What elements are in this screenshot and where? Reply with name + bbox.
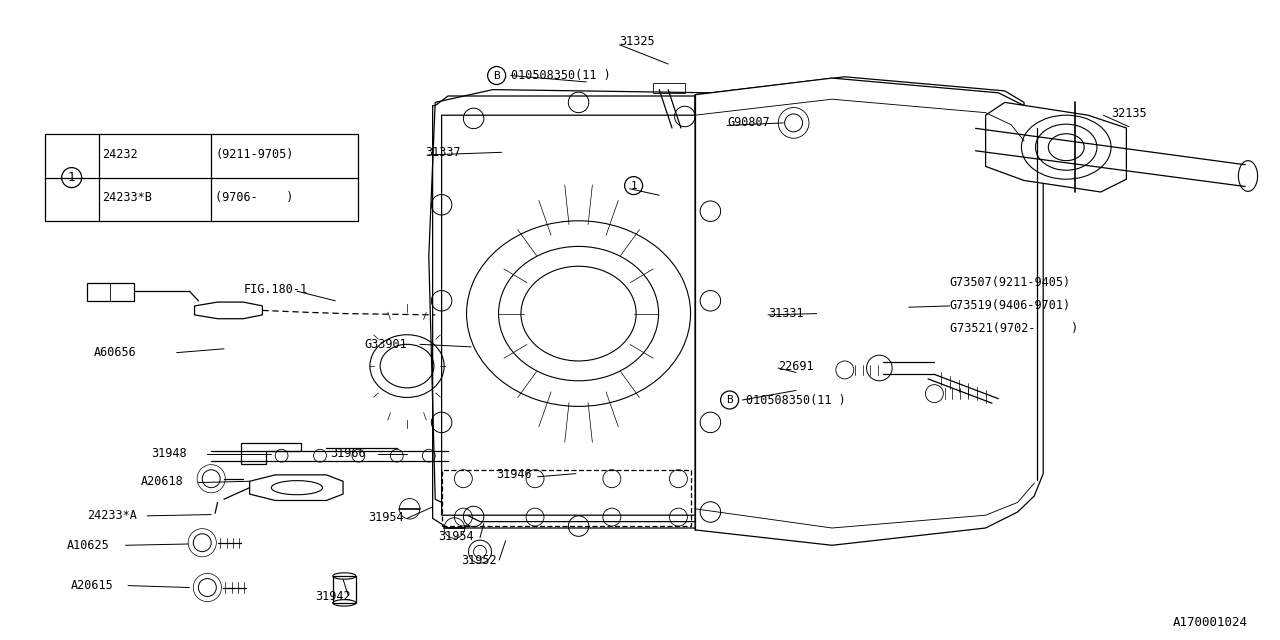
Text: 31946: 31946 [497, 468, 532, 481]
Text: A20615: A20615 [70, 579, 113, 592]
Text: G33901: G33901 [365, 338, 407, 351]
Text: 24233*A: 24233*A [87, 509, 137, 522]
Polygon shape [442, 115, 713, 515]
Text: (9706-    ): (9706- ) [215, 191, 293, 204]
Text: 32135: 32135 [1111, 108, 1147, 120]
Text: 22691: 22691 [778, 360, 814, 372]
Text: 31966: 31966 [330, 447, 366, 460]
Text: 31325: 31325 [620, 35, 655, 48]
Text: 31954: 31954 [369, 511, 404, 524]
Text: G73519(9406-9701): G73519(9406-9701) [950, 300, 1071, 312]
Text: (9211-9705): (9211-9705) [215, 148, 293, 161]
Polygon shape [429, 90, 723, 522]
Text: B: B [493, 70, 500, 81]
Text: 31948: 31948 [151, 447, 187, 460]
Text: G73521(9702-     ): G73521(9702- ) [950, 323, 1078, 335]
Text: 31952: 31952 [461, 554, 497, 566]
Text: 010508350(11 ): 010508350(11 ) [511, 69, 611, 82]
Text: FIG.180-1: FIG.180-1 [243, 283, 307, 296]
Text: 31337: 31337 [425, 146, 461, 159]
Text: 1: 1 [630, 180, 637, 191]
Text: A10625: A10625 [67, 539, 109, 552]
Text: 31942: 31942 [315, 590, 351, 603]
Polygon shape [986, 102, 1126, 192]
Polygon shape [695, 77, 1024, 128]
Text: 1: 1 [68, 171, 76, 184]
Text: B: B [726, 395, 733, 405]
Text: 24233*B: 24233*B [102, 191, 152, 204]
Text: 010508350(11 ): 010508350(11 ) [746, 394, 846, 406]
Text: A60656: A60656 [93, 346, 136, 359]
Text: G73507(9211-9405): G73507(9211-9405) [950, 276, 1071, 289]
Text: A170001024: A170001024 [1172, 616, 1248, 628]
Text: A20618: A20618 [141, 475, 183, 488]
Text: 31954: 31954 [438, 530, 474, 543]
Bar [45, 134, 358, 221]
Polygon shape [695, 78, 1043, 545]
Text: 31331: 31331 [768, 307, 804, 320]
Text: G90807: G90807 [727, 116, 769, 129]
Text: 24232: 24232 [102, 148, 138, 161]
